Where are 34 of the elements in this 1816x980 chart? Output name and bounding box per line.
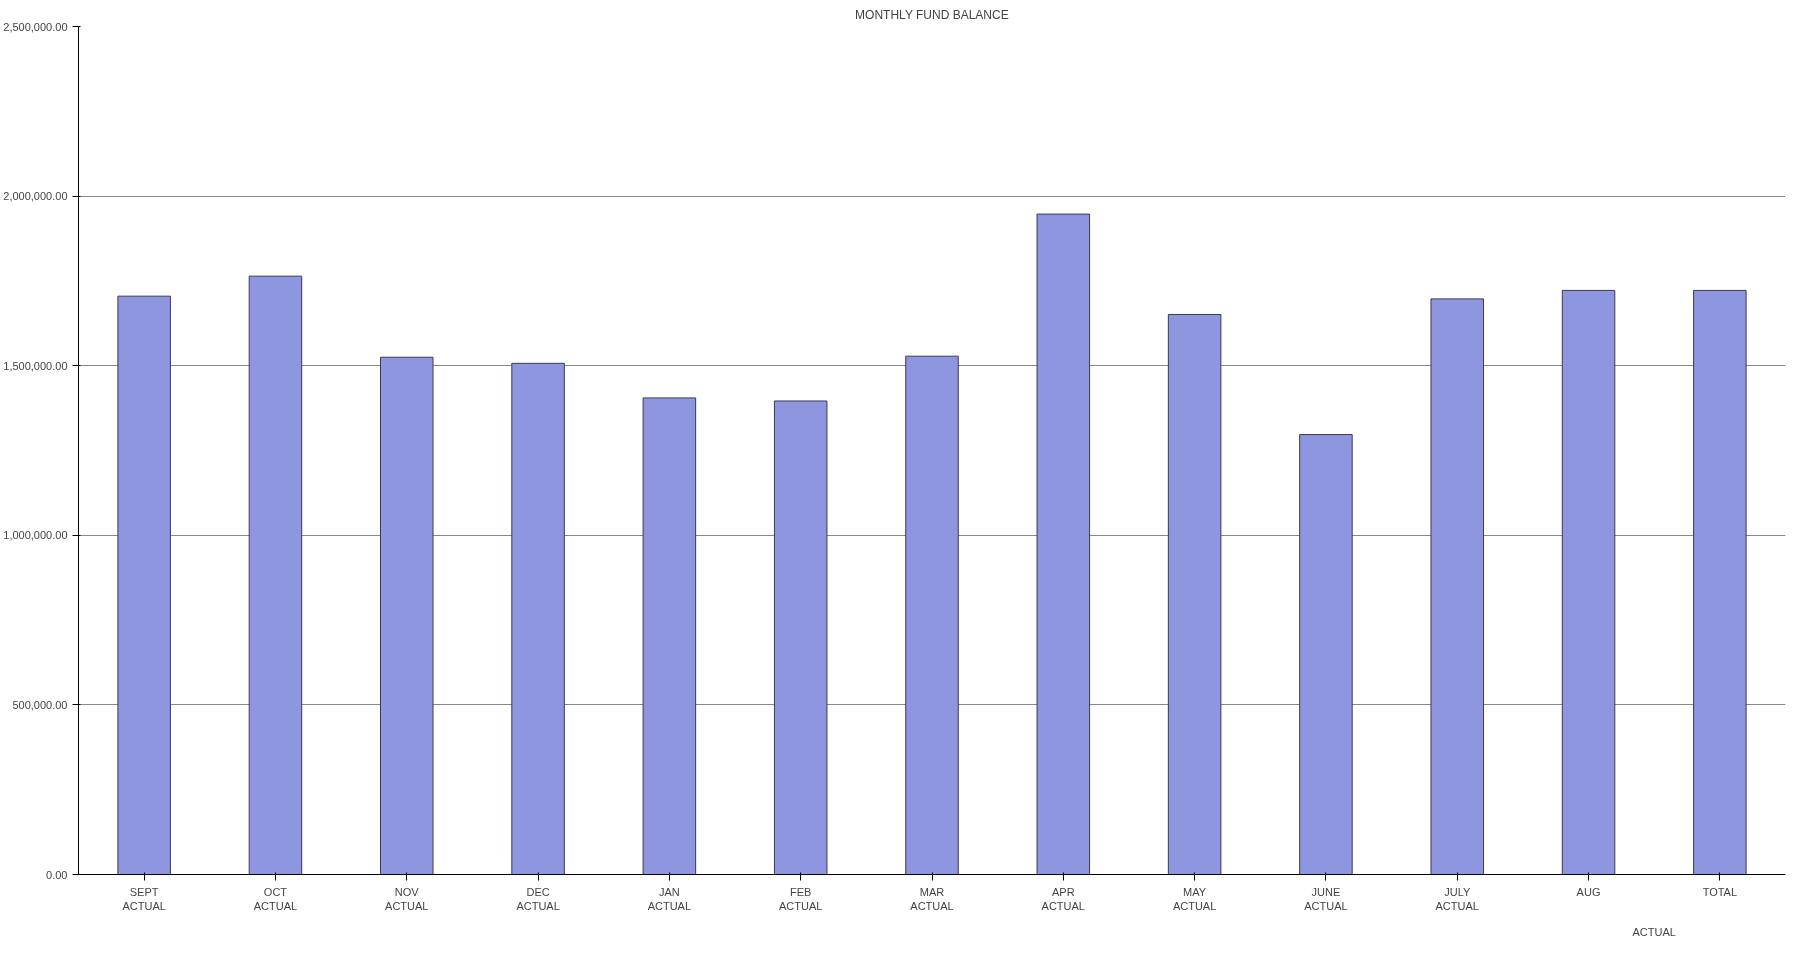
bar — [1430, 298, 1484, 875]
bar — [773, 400, 828, 875]
x-tick-label: DEC ACTUAL — [516, 885, 560, 912]
y-tick-label: 0.00 — [46, 868, 68, 881]
bar — [905, 355, 959, 875]
x-tick-label: APR ACTUAL — [1041, 885, 1086, 912]
x-tick-label: TOTAL — [1702, 885, 1738, 898]
y-tick-label: 1,500,000.00 — [3, 359, 68, 372]
bar — [1693, 289, 1747, 875]
bar — [642, 397, 697, 875]
x-tick-label: OCT ACTUAL — [253, 885, 298, 912]
bar — [1167, 313, 1222, 875]
y-tick-label: 1,000,000.00 — [3, 529, 68, 542]
x-tick-label: JUNE ACTUAL — [1304, 885, 1348, 912]
y-tick-label: 2,500,000.00 — [3, 20, 68, 33]
chart-title: MONTHLY FUND BALANCE — [855, 7, 1009, 22]
y-tick-label: 500,000.00 — [12, 698, 68, 711]
x-tick-label: FEB ACTUAL — [778, 885, 823, 912]
x-tick-label: AUG — [1576, 885, 1601, 898]
y-tick-label: 2,000,000.00 — [3, 190, 68, 203]
x-tick-label: NOV ACTUAL — [385, 885, 429, 912]
bar — [380, 356, 434, 875]
bar — [1561, 289, 1616, 875]
bar — [117, 295, 171, 875]
text: ACTUAL — [1632, 925, 1676, 938]
x-tick-label: MAR ACTUAL — [910, 885, 954, 912]
bar — [1036, 213, 1091, 875]
bar — [1299, 434, 1353, 875]
x-tick-label: SEPT ACTUAL — [122, 885, 166, 912]
bar — [248, 275, 303, 875]
x-tick-label: JAN ACTUAL — [647, 885, 692, 912]
bar — [511, 362, 565, 875]
x-tick-label: JULY ACTUAL — [1435, 885, 1479, 912]
x-tick-label: MAY ACTUAL — [1172, 885, 1217, 912]
